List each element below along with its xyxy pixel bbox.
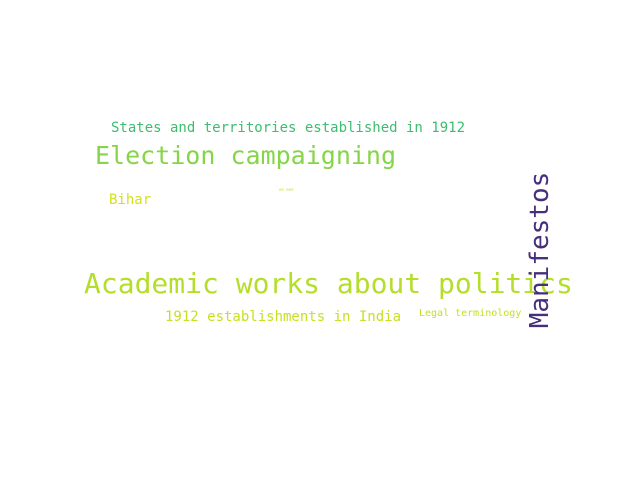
word-election-campaigning: Election campaigning	[95, 141, 397, 170]
word-manifestos: Manifestos	[525, 171, 555, 329]
word-states-territories-1912: States and territories established in 19…	[111, 120, 466, 136]
word-1912-establishments-in-india: 1912 establishments in India	[165, 309, 402, 325]
word-academic-works-about-politics: Academic works about politics	[84, 267, 573, 300]
word-bihar: Bihar	[109, 192, 152, 208]
word-tiny: ee eee	[279, 187, 294, 192]
word-legal-terminology: Legal terminology	[419, 308, 522, 319]
